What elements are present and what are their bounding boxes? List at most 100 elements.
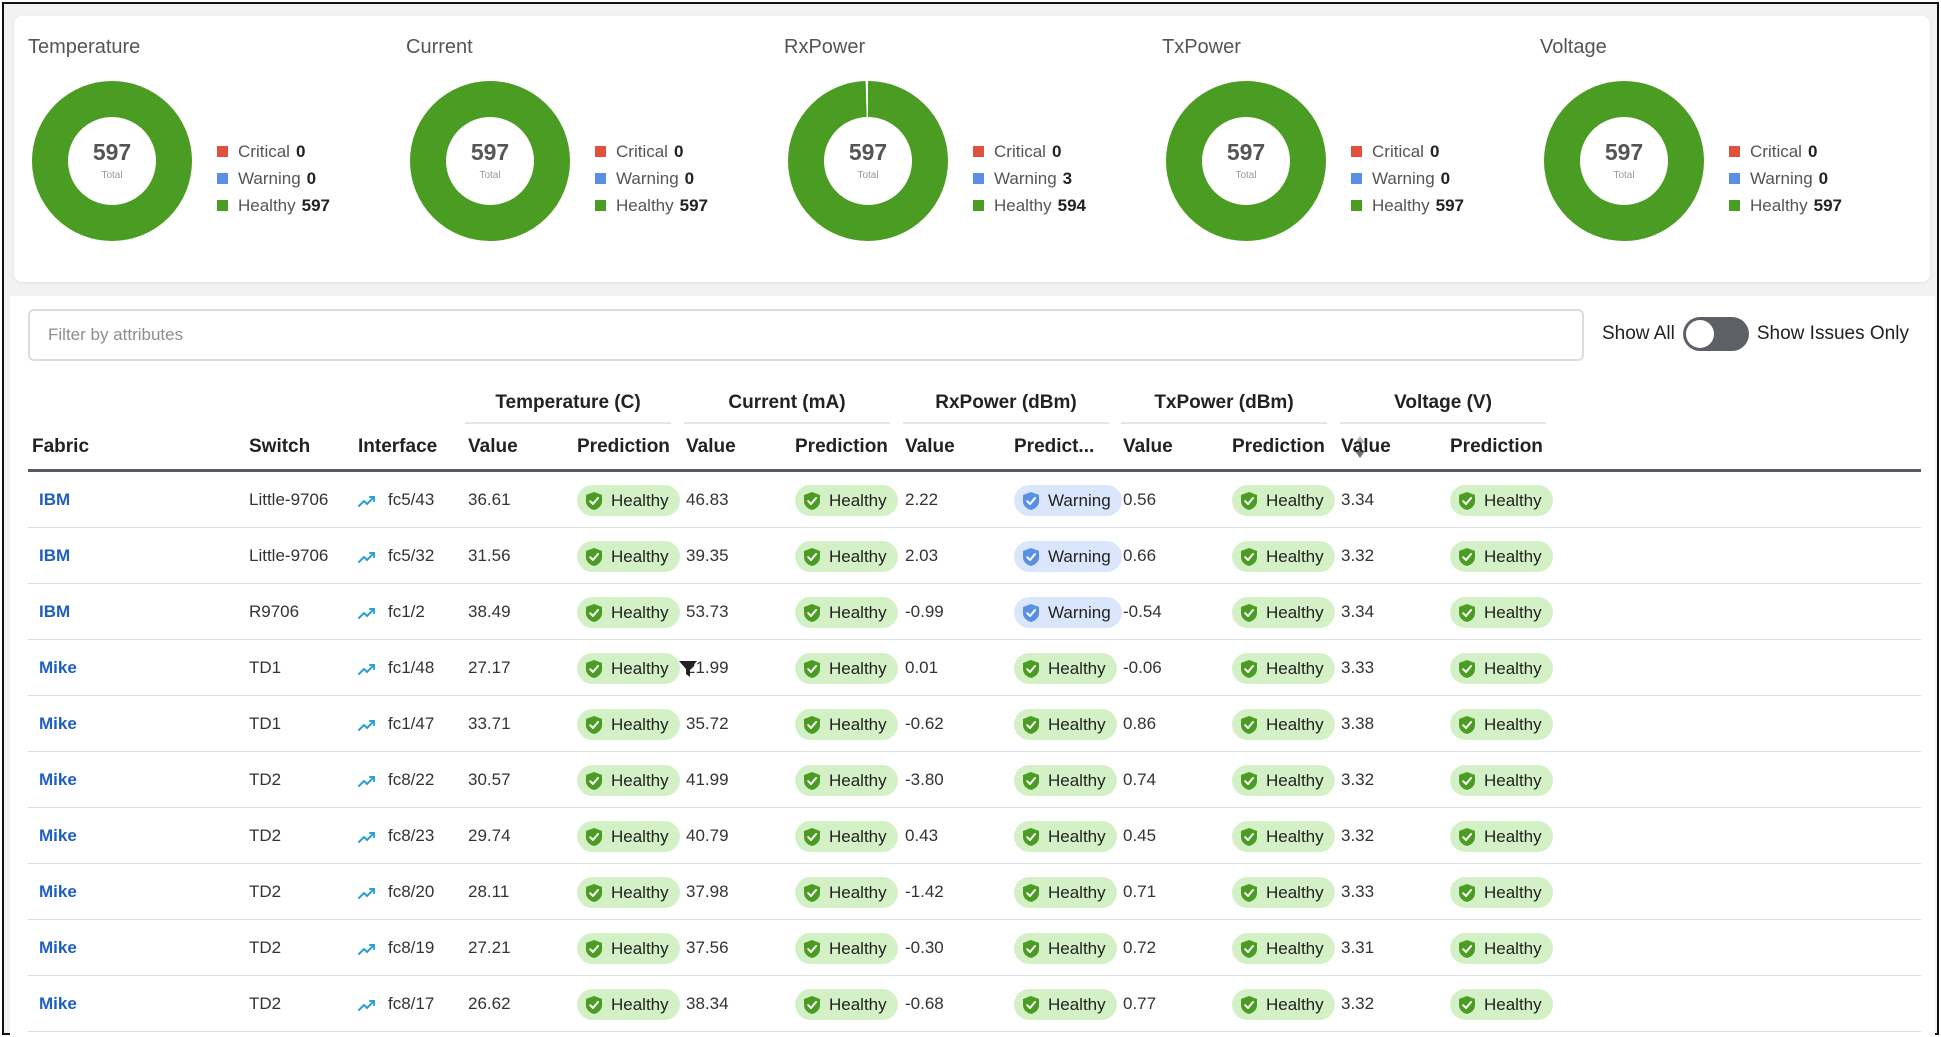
fabric-link[interactable]: Mike [39,770,77,789]
trend-up-icon[interactable] [358,886,376,900]
legend-critical[interactable]: Critical 0 [1351,138,1464,165]
fabric-link[interactable]: Mike [39,938,77,957]
prediction-label: Healthy [1484,882,1542,902]
fabric-link[interactable]: Mike [39,826,77,845]
col-fabric[interactable]: Fabric [32,436,90,457]
legend-critical[interactable]: Critical 0 [1729,138,1842,165]
fabric-link[interactable]: Mike [39,714,77,733]
legend-label: Healthy [994,195,1052,215]
legend-healthy[interactable]: Healthy 594 [973,192,1086,219]
col-rx-value[interactable]: Value [905,436,955,457]
interface-cell[interactable]: fc8/17 [358,976,434,1032]
temp-prediction-badge: Healthy [577,541,680,572]
col-tx-prediction[interactable]: Prediction [1232,436,1325,457]
gauge-title: Current [406,36,473,58]
legend-count: 0 [1051,141,1062,161]
rx-prediction-badge: Warning [1014,485,1122,516]
fabric-link[interactable]: IBM [39,490,71,509]
fabric-link[interactable]: IBM [39,602,71,621]
legend-warning[interactable]: Warning 3 [973,165,1086,192]
show-all-label: Show All [1602,323,1675,344]
interface-cell[interactable]: fc1/47 [358,696,434,752]
gauge-temperature: Temperature 597 Total Critical 0 Warning 0 Heal… [14,16,392,282]
legend-label: Warning [238,168,301,188]
trend-up-icon[interactable] [358,718,376,732]
legend-label: Critical [1372,141,1424,161]
legend-warning[interactable]: Warning 0 [217,165,330,192]
col-temp-value[interactable]: Value [468,436,518,457]
interface-cell[interactable]: fc1/2 [358,584,425,640]
interface-cell[interactable]: fc8/23 [358,808,434,864]
filter-funnel-icon[interactable] [678,659,698,679]
shield-check-icon [586,995,602,1014]
table-row[interactable]: Mike TD2 fc8/20 28.11 Healthy 37.98 Healthy -1.… [28,864,1921,920]
table-row[interactable]: Mike TD2 fc8/19 27.21 Healthy 37.56 Healthy -0.… [28,920,1921,976]
legend-healthy[interactable]: Healthy 597 [1351,192,1464,219]
shield-check-icon [1459,603,1475,622]
rx-value: -3.80 [905,770,944,789]
table-row[interactable]: IBM Little-9706 fc5/43 36.61 Healthy 46.83 Hea… [28,472,1921,528]
col-rx-prediction[interactable]: Predict... [1014,436,1095,457]
col-voltage-value[interactable]: Value [1341,436,1391,457]
prediction-label: Healthy [1266,826,1324,846]
col-switch[interactable]: Switch [249,436,311,457]
col-tx-value[interactable]: Value [1123,436,1173,457]
cur-value: 41.99 [686,770,729,789]
legend-warning[interactable]: Warning 0 [1729,165,1842,192]
temp-prediction-badge: Healthy [577,989,680,1020]
trend-up-icon[interactable] [358,494,376,508]
legend-critical[interactable]: Critical 0 [595,138,708,165]
table-row[interactable]: Mike TD1 fc1/47 33.71 Healthy 35.72 Healthy -0.… [28,696,1921,752]
interface-cell[interactable]: fc1/48 [358,640,434,696]
interface-cell[interactable]: fc5/43 [358,472,434,528]
donut-total-value: 597 [1226,139,1266,165]
interface-cell[interactable]: fc5/32 [358,528,434,584]
fabric-link[interactable]: Mike [39,882,77,901]
trend-up-icon[interactable] [358,606,376,620]
legend-healthy[interactable]: Healthy 597 [217,192,330,219]
legend-healthy[interactable]: Healthy 597 [595,192,708,219]
trend-up-icon[interactable] [358,662,376,676]
fabric-link[interactable]: Mike [39,994,77,1013]
trend-up-icon[interactable] [358,550,376,564]
prediction-label: Healthy [1484,658,1542,678]
cur-prediction-badge: Healthy [795,765,898,796]
legend-critical[interactable]: Critical 0 [973,138,1086,165]
cur-value: 38.34 [686,994,729,1013]
cur-value: 39.35 [686,546,729,565]
table-row[interactable]: IBM R9706 fc1/2 38.49 Healthy 53.73 Healthy -0.… [28,584,1921,640]
legend-healthy[interactable]: Healthy 597 [1729,192,1842,219]
legend-label: Critical [238,141,290,161]
trend-up-icon[interactable] [358,998,376,1012]
legend-critical[interactable]: Critical 0 [217,138,330,165]
table-row[interactable]: Mike TD2 fc8/22 30.57 Healthy 41.99 Healthy -3.… [28,752,1921,808]
shield-check-icon [1459,771,1475,790]
interface-cell[interactable]: fc8/22 [358,752,434,808]
col-current-value[interactable]: Value [686,436,736,457]
interface-cell[interactable]: fc8/20 [358,864,434,920]
fabric-link[interactable]: Mike [39,658,77,677]
interface-cell[interactable]: fc8/19 [358,920,434,976]
gauge-title: Temperature [28,36,141,58]
toggle-knob[interactable] [1685,320,1714,348]
show-issues-toggle[interactable] [1682,317,1749,351]
trend-up-icon[interactable] [358,942,376,956]
col-interface[interactable]: Interface [358,436,438,457]
table-row[interactable]: Mike TD2 fc8/17 26.62 Healthy 38.34 Healthy -0.… [28,976,1921,1032]
legend-count: 597 [301,195,331,215]
table-row[interactable]: IBM Little-9706 fc5/32 31.56 Healthy 39.35 Hea… [28,528,1921,584]
legend-warning[interactable]: Warning 0 [595,165,708,192]
sort-arrows-icon[interactable] [1353,430,1367,462]
col-temp-prediction[interactable]: Prediction [577,436,670,457]
trend-up-icon[interactable] [358,830,376,844]
col-voltage-prediction[interactable]: Prediction [1450,436,1543,457]
table-row[interactable]: Mike TD1 fc1/48 27.17 Healthy 21.99 Healthy 0.0… [28,640,1921,696]
table-row[interactable]: Mike TD2 fc8/23 29.74 Healthy 40.79 Healthy 0.4… [28,808,1921,864]
fabric-link[interactable]: IBM [39,546,71,565]
legend-warning[interactable]: Warning 0 [1351,165,1464,192]
shield-check-icon [1241,939,1257,958]
filter-input[interactable] [28,309,1584,361]
volt-value: 3.32 [1341,546,1375,565]
col-current-prediction[interactable]: Prediction [795,436,888,457]
trend-up-icon[interactable] [358,774,376,788]
